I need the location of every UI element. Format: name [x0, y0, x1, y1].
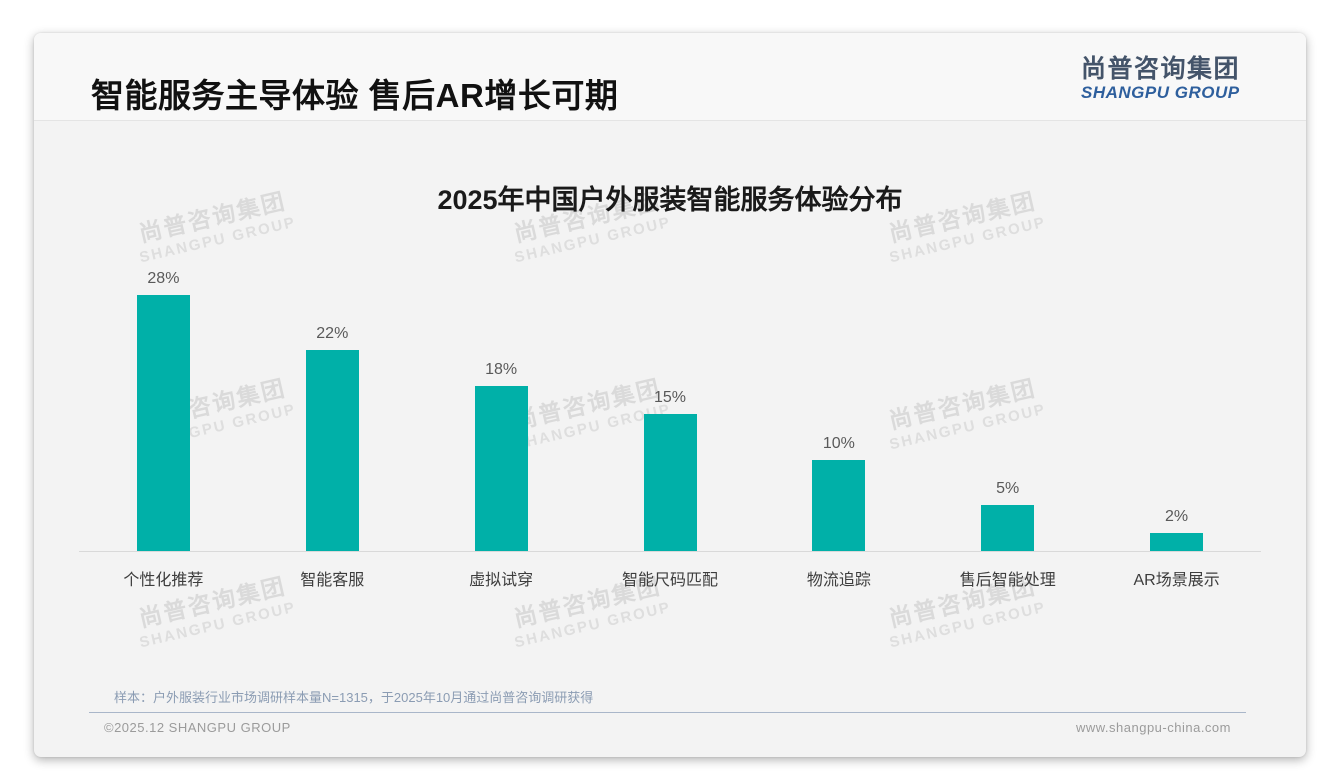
shangpu-logo: 尚普咨询集团 SHANGPU GROUP	[1081, 55, 1240, 102]
bar-value-label: 2%	[1165, 508, 1189, 525]
category-axis-labels: 个性化推荐 智能客服 虚拟试穿 智能尺码匹配 物流追踪 售后智能处理 AR场景展示	[79, 566, 1261, 590]
watermark-english-text: SHANGPU GROUP	[512, 598, 673, 652]
bar-value-label: 28%	[147, 270, 180, 287]
category-label: 售后智能处理	[959, 572, 1056, 589]
bar-slot: 5%	[923, 480, 1092, 551]
category-label: 虚拟试穿	[469, 572, 534, 589]
bar-slot: 22%	[248, 325, 417, 551]
bar-chart: 28% 22% 18% 15% 10% 5% 2%	[79, 33, 1261, 551]
x-axis-line	[79, 551, 1261, 552]
footer-website: www.shangpu-china.com	[1075, 720, 1231, 735]
bar-rect	[643, 414, 697, 551]
sample-note: 样本：户外服装行业市场调研样本量N=1315，于2025年10月通过尚普咨询调研…	[114, 690, 594, 705]
bar-slot: 2%	[1092, 508, 1261, 551]
logo-chinese-text: 尚普咨询集团	[1080, 55, 1240, 83]
bar-rect	[812, 460, 866, 551]
bar-value-label: 5%	[996, 480, 1020, 497]
footer-divider	[89, 712, 1246, 713]
category-label: 智能尺码匹配	[622, 572, 719, 589]
category-label: 智能客服	[300, 572, 365, 589]
category-label: 物流追踪	[806, 572, 871, 589]
category-label: AR场景展示	[1133, 572, 1220, 589]
bar-slot: 18%	[417, 361, 586, 551]
logo-english-text: SHANGPU GROUP	[1080, 82, 1240, 102]
chart-title: 2025年中国户外服装智能服务体验分布	[437, 185, 903, 215]
page-title: 智能服务主导体验 售后AR增长可期	[91, 77, 619, 114]
bar-value-label: 18%	[485, 361, 518, 378]
bar-value-label: 22%	[316, 325, 349, 342]
category-label: 个性化推荐	[123, 572, 204, 589]
bar-slot: 10%	[754, 435, 923, 551]
bar-rect	[136, 295, 190, 551]
watermark-english-text: SHANGPU GROUP	[137, 598, 298, 652]
bar-rect	[474, 386, 528, 551]
footer-copyright: ©2025.12 SHANGPU GROUP	[104, 720, 291, 735]
slide-header: 智能服务主导体验 售后AR增长可期 尚普咨询集团 SHANGPU GROUP	[34, 33, 1306, 121]
bar-slot: 15%	[586, 389, 755, 551]
bar-value-label: 10%	[822, 435, 855, 452]
watermark-english-text: SHANGPU GROUP	[887, 598, 1048, 652]
bar-rect	[305, 350, 359, 551]
report-slide: 尚普咨询集团 SHANGPU GROUP 尚普咨询集团 SHANGPU GROUP 尚普…	[34, 33, 1306, 757]
bar-rect	[1150, 533, 1204, 551]
bar-value-label: 15%	[653, 389, 687, 406]
bar-slot: 28%	[79, 270, 248, 551]
bar-rect	[981, 505, 1035, 551]
